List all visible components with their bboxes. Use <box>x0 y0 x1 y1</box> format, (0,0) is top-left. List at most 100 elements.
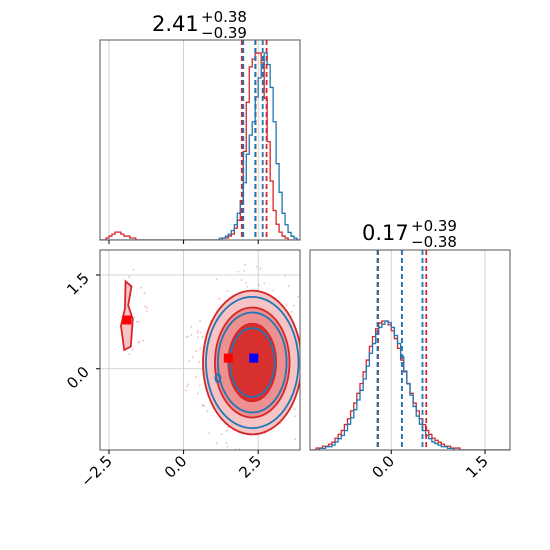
top-border <box>99 39 301 241</box>
sample-point <box>290 310 293 313</box>
hist-param2-series-1 <box>310 320 510 450</box>
sample-point <box>287 285 290 288</box>
sample-point <box>190 334 193 336</box>
sample-point <box>187 335 190 338</box>
sample-point <box>185 389 187 392</box>
sample-point <box>294 415 296 418</box>
marker-series-1 <box>223 353 233 363</box>
sample-point <box>137 321 140 323</box>
sample-point <box>226 290 229 292</box>
sample-point <box>197 392 200 395</box>
sample-point <box>138 340 140 343</box>
sample-point <box>272 289 275 292</box>
sample-point <box>305 338 307 340</box>
right-bg <box>310 250 510 450</box>
sample-point <box>303 411 305 413</box>
sample-point <box>267 456 269 458</box>
sample-point <box>187 383 190 386</box>
tick-label-param1-2: 2.5 <box>235 452 265 482</box>
tick-label-joint-y-0: 0.0 <box>63 363 93 393</box>
sample-point <box>201 336 204 338</box>
sample-point <box>246 285 249 288</box>
sample-point <box>255 450 257 452</box>
sample-point <box>302 350 304 352</box>
tick-label-joint-y-1: 1.5 <box>63 269 93 299</box>
tick-label-param2-1: 1.5 <box>462 452 492 482</box>
sample-point <box>307 358 309 360</box>
sample-point <box>259 267 262 270</box>
sample-point <box>206 410 209 413</box>
contour-series-0-blob <box>214 373 222 383</box>
sample-point <box>197 329 200 332</box>
sample-point <box>301 382 303 384</box>
sample-point <box>215 442 218 445</box>
right-border <box>309 249 511 451</box>
sample-point <box>203 404 206 407</box>
tick-label-param1-1: 0.0 <box>161 452 191 482</box>
sample-point <box>285 304 288 307</box>
sample-point <box>226 445 229 448</box>
marginal-panel-param1 <box>99 39 301 244</box>
sample-point <box>199 347 202 350</box>
sample-point <box>292 304 295 307</box>
contour-series-0-level-1 <box>217 311 288 414</box>
tick-label-param2-0: 0.0 <box>368 452 398 482</box>
title-param1: 2.41 +0.38 −0.39 <box>152 8 247 42</box>
sample-point <box>195 350 198 353</box>
sample-point <box>191 356 194 359</box>
sample-point <box>186 385 189 388</box>
sample-point <box>243 269 245 272</box>
sample-point <box>199 319 202 322</box>
sample-point <box>198 384 201 387</box>
hist-param2-series-0 <box>310 320 510 450</box>
joint-panel <box>96 249 309 458</box>
sample-point <box>297 295 299 298</box>
sample-point <box>237 270 240 273</box>
sample-point <box>302 330 304 332</box>
sample-point <box>195 375 198 378</box>
sample-point <box>199 331 202 334</box>
sample-point <box>220 433 223 436</box>
hist-param1-series-0 <box>100 52 300 240</box>
sample-point <box>202 405 204 407</box>
title-param2: 0.17 +0.39 −0.38 <box>362 217 457 251</box>
contour-series-0-level-0 <box>205 295 300 430</box>
sample-point <box>196 332 199 334</box>
sample-point <box>240 279 243 281</box>
sample-point <box>128 275 131 278</box>
sample-point <box>136 320 138 323</box>
hist-param1-series-1 <box>100 52 300 240</box>
title-param1-minus: −0.39 <box>201 24 247 42</box>
title-param1-median: 2.41 <box>152 12 199 36</box>
sample-point <box>225 442 228 444</box>
sample-point <box>132 268 135 271</box>
sample-point <box>146 306 148 309</box>
sample-point <box>225 429 228 432</box>
sample-point <box>258 284 260 287</box>
sample-point <box>190 326 193 328</box>
sample-point <box>208 432 210 435</box>
title-param2-minus: −0.38 <box>411 233 457 251</box>
sample-point <box>185 336 187 338</box>
tick-label-param1-0: −2.5 <box>77 452 115 490</box>
sample-point <box>144 305 146 308</box>
sample-point <box>142 339 145 342</box>
sample-point <box>293 408 296 411</box>
sample-point <box>215 278 218 281</box>
title-param2-plus: +0.39 <box>411 217 457 235</box>
sample-point <box>140 286 142 289</box>
sample-point <box>227 426 230 429</box>
sample-point <box>294 438 297 441</box>
marker-series-0 <box>249 353 259 363</box>
sample-point <box>284 274 287 277</box>
sample-point <box>131 348 134 351</box>
sample-point <box>245 282 247 285</box>
sample-point <box>304 384 306 386</box>
sample-point <box>128 353 131 356</box>
title-param1-plus: +0.38 <box>201 8 247 26</box>
sample-point <box>244 263 246 266</box>
joint-border <box>99 249 301 451</box>
marginal-panel-param2 <box>309 249 511 454</box>
title-param2-median: 0.17 <box>362 221 409 245</box>
